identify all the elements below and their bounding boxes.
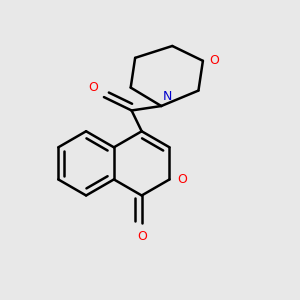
Text: O: O: [177, 173, 187, 186]
Text: O: O: [89, 81, 99, 94]
Text: O: O: [137, 230, 147, 243]
Text: O: O: [209, 54, 219, 67]
Text: N: N: [163, 90, 172, 103]
